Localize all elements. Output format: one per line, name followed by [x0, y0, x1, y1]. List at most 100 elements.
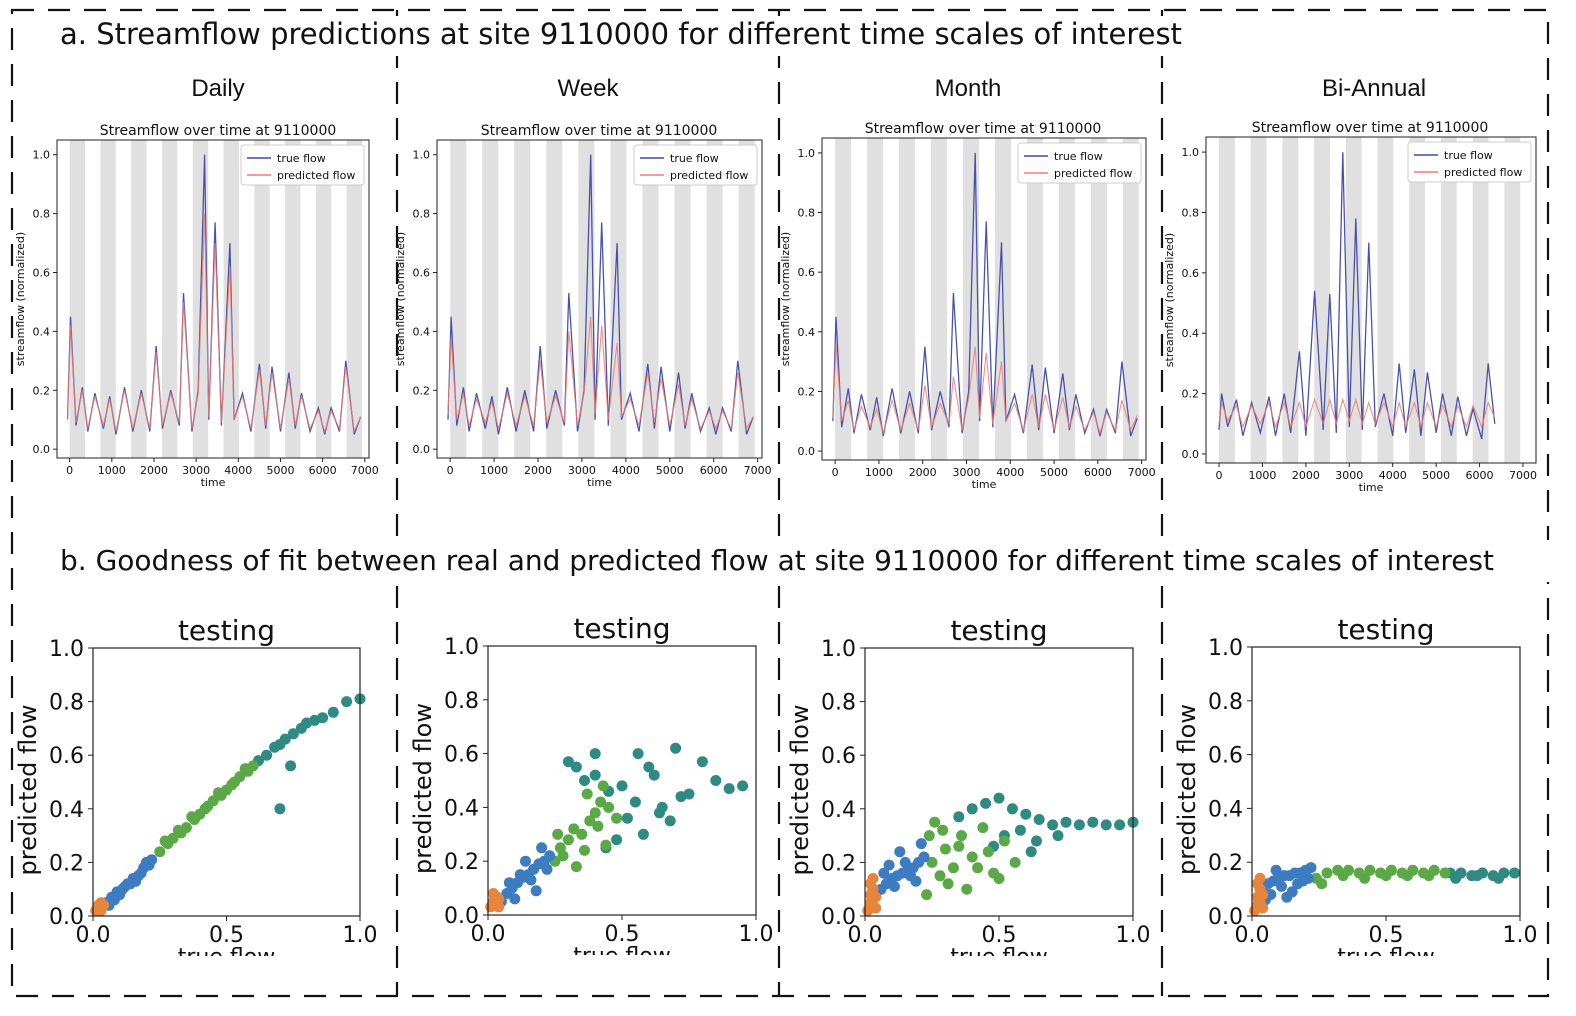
scatter-point [589, 748, 601, 760]
predicted-flow-line [832, 343, 1138, 436]
y-axis-label: predicted flow [14, 705, 42, 876]
scatter-point [929, 816, 941, 828]
scatter-point [1359, 872, 1371, 884]
y-tick-label: 0.8 [1182, 206, 1200, 219]
scatter-point [696, 756, 708, 768]
x-tick-label: 7000 [1128, 466, 1156, 479]
y-tick-label: 0.2 [1182, 388, 1200, 401]
y-tick-label: 0.6 [33, 267, 51, 280]
scatter-point [509, 893, 521, 905]
y-tick-label: 1.0 [821, 637, 856, 662]
scatter-point [579, 775, 590, 786]
scatter-point [670, 742, 682, 754]
scatter-point [905, 870, 917, 882]
chart-title: Streamflow over time at 9110000 [100, 123, 337, 139]
y-tick-label: 0.2 [49, 851, 84, 876]
x-tick-label: 7000 [351, 464, 379, 477]
title-b-backdrop [50, 540, 1560, 582]
scatter-point [923, 830, 935, 842]
scatter-point [1020, 808, 1032, 820]
x-tick-label: 1.0 [1116, 923, 1151, 948]
season-band [482, 140, 499, 458]
scatter-point [1014, 824, 1026, 836]
scatter-point [536, 842, 548, 854]
season-band [346, 140, 363, 458]
scatter-point [915, 838, 927, 850]
scatter-point [327, 706, 339, 718]
scatter-point [926, 856, 938, 868]
scatter-point [595, 796, 607, 808]
panel-label: Month [935, 75, 1002, 102]
scatter-point [114, 889, 126, 901]
x-tick-label: 2000 [140, 464, 168, 477]
plot-frame [821, 137, 1147, 461]
scatter-point [1025, 846, 1037, 858]
y-tick-label: 1.0 [798, 147, 816, 160]
y-tick-label: 0.4 [821, 798, 856, 823]
y-tick-label: 0.0 [798, 445, 816, 458]
y-axis-label: predicted flow [1173, 704, 1201, 875]
scatter-point [213, 787, 224, 799]
scatter-point [918, 851, 930, 863]
y-tick-label: 0.8 [1208, 690, 1243, 715]
x-tick-label: 0.5 [209, 923, 244, 948]
scatter-point [889, 881, 900, 892]
scatter-point [514, 869, 526, 881]
x-label-crop [1232, 956, 1540, 986]
scatter-point [172, 824, 184, 836]
scatter-point [341, 696, 353, 708]
chart-title: Streamflow over time at 9110000 [481, 123, 718, 139]
scatter-point [274, 803, 286, 815]
scatter-point [611, 834, 623, 846]
x-tick-label: 0 [66, 464, 73, 477]
y-tick-label: 0.8 [49, 691, 84, 716]
y-tick-label: 0.4 [413, 325, 431, 338]
y-axis-label: streamflow (normalized) [779, 232, 792, 366]
panel-label: Week [558, 75, 620, 102]
scatter-point [285, 760, 297, 772]
scatter-point [589, 807, 601, 819]
scatter-point [1471, 870, 1483, 882]
scatter-point [982, 846, 994, 858]
section-a-title: a. Streamflow predictions at site 911000… [60, 17, 1182, 51]
chart-title: testing [178, 614, 275, 647]
title-a-backdrop [50, 16, 1200, 56]
x-tick-label: 1000 [98, 464, 126, 477]
scatter-point [487, 888, 499, 899]
y-tick-label: 0.2 [798, 385, 816, 398]
season-band [315, 140, 332, 458]
scatter-point [579, 844, 590, 856]
y-tick-label: 0.2 [413, 384, 431, 397]
scatter-point [921, 889, 933, 901]
scatter-point [234, 771, 246, 783]
x-label-crop [468, 955, 776, 985]
scatter-point [503, 877, 515, 889]
scatter-point [1316, 878, 1328, 890]
season-band [514, 140, 531, 458]
scatter-point [570, 861, 582, 873]
plot-frame [56, 139, 370, 459]
legend-label: true flow [1444, 149, 1493, 162]
scatter-point [1073, 819, 1085, 831]
season-band [1377, 137, 1394, 463]
y-tick-label: 0.0 [1182, 448, 1200, 461]
scatter-point [226, 779, 238, 791]
y-tick-label: 0.6 [1182, 267, 1200, 280]
x-tick-label: 3000 [182, 464, 210, 477]
scatter-point [1270, 864, 1282, 876]
y-tick-label: 0.8 [444, 689, 479, 714]
scatter-point [124, 878, 136, 890]
scatter-point [135, 867, 147, 879]
x-tick-label: 3000 [952, 466, 980, 479]
scatter-point [616, 780, 628, 792]
scatter-point [972, 862, 984, 874]
season-band [546, 140, 563, 458]
scatter-point [1257, 889, 1269, 900]
scatter-point [1305, 862, 1317, 874]
scatter-point [576, 828, 588, 840]
y-tick-label: 1.0 [413, 149, 431, 162]
x-tick-label: 3000 [1335, 469, 1363, 482]
x-tick-label: 2000 [524, 464, 552, 477]
line-chart-1: Daily Streamflow over time at 9110000 0.0 0… [14, 75, 379, 489]
scatter-point [993, 873, 1005, 884]
